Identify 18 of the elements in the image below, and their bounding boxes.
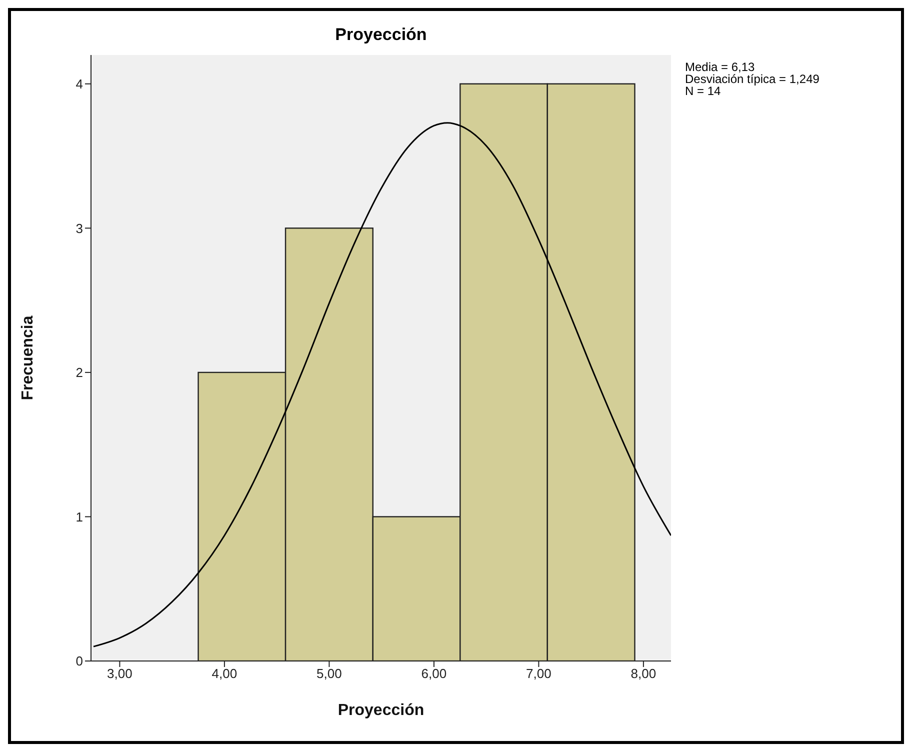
y-tick-label: 1: [76, 509, 83, 524]
x-tick-label: 4,00: [212, 666, 238, 682]
y-tick-label: 2: [76, 365, 83, 380]
x-tick-label: 5,00: [316, 666, 342, 682]
x-tick-label: 7,00: [526, 666, 552, 682]
x-tick-label: 6,00: [421, 666, 447, 682]
y-tick-label: 0: [76, 654, 83, 669]
text: N = 14: [685, 84, 722, 98]
y-tick-label: 3: [76, 220, 83, 236]
text: Media = 6,13: [685, 60, 756, 74]
chart-title: Proyección: [334, 25, 428, 45]
x-tick-label: 3,00: [107, 666, 132, 682]
x-axis-title: Proyección: [338, 702, 424, 719]
x-tick-label: 8,00: [630, 666, 656, 682]
y-tick-label: 4: [76, 76, 83, 92]
line-series: [92, 122, 671, 648]
text: Desviación típica = 1,249: [685, 72, 820, 86]
y-axis-title: Frecuencia: [20, 316, 37, 400]
